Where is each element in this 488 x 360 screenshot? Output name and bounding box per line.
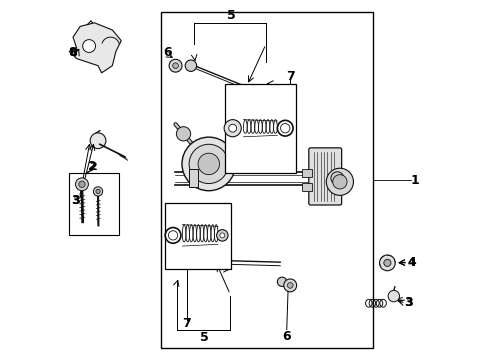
- Text: 5: 5: [200, 332, 208, 345]
- Bar: [301, 168, 312, 177]
- Circle shape: [383, 259, 390, 266]
- Circle shape: [82, 40, 95, 53]
- Text: 7: 7: [285, 70, 294, 83]
- Circle shape: [75, 178, 88, 191]
- Circle shape: [220, 233, 224, 238]
- Circle shape: [228, 124, 236, 132]
- Bar: [160, 12, 372, 348]
- Circle shape: [330, 172, 343, 185]
- Bar: [165, 203, 231, 269]
- Text: 8: 8: [68, 46, 77, 59]
- Circle shape: [169, 59, 182, 72]
- Circle shape: [283, 279, 296, 292]
- Text: 5: 5: [226, 9, 235, 22]
- Circle shape: [387, 291, 399, 302]
- FancyBboxPatch shape: [308, 148, 341, 205]
- Circle shape: [332, 175, 346, 189]
- Circle shape: [287, 283, 292, 288]
- Circle shape: [176, 127, 190, 141]
- Circle shape: [93, 187, 102, 196]
- Circle shape: [172, 63, 178, 68]
- Text: 3: 3: [72, 197, 80, 206]
- Circle shape: [216, 230, 227, 241]
- Circle shape: [325, 168, 353, 195]
- Text: 1: 1: [410, 174, 418, 186]
- Bar: [189, 169, 198, 187]
- Text: 6: 6: [163, 46, 171, 59]
- Text: 8: 8: [70, 48, 78, 58]
- Bar: [69, 173, 119, 235]
- Circle shape: [96, 189, 100, 194]
- Polygon shape: [69, 23, 121, 73]
- Circle shape: [198, 153, 219, 175]
- Bar: [224, 84, 296, 173]
- Text: 3: 3: [71, 194, 80, 207]
- Circle shape: [224, 120, 241, 137]
- Circle shape: [90, 133, 106, 149]
- Text: 4: 4: [406, 256, 415, 269]
- Text: 3: 3: [404, 298, 412, 308]
- Bar: [301, 183, 312, 192]
- Text: 6: 6: [282, 330, 290, 343]
- Circle shape: [379, 255, 394, 271]
- Circle shape: [207, 256, 218, 268]
- Circle shape: [79, 181, 85, 188]
- Circle shape: [182, 137, 235, 191]
- Text: 2: 2: [88, 160, 97, 173]
- Circle shape: [277, 277, 286, 287]
- Circle shape: [248, 85, 258, 95]
- Circle shape: [185, 60, 196, 71]
- Circle shape: [189, 144, 228, 184]
- Text: 3: 3: [404, 296, 412, 309]
- Text: 2: 2: [89, 162, 96, 172]
- Text: 4: 4: [407, 258, 414, 268]
- Text: 7: 7: [182, 317, 191, 330]
